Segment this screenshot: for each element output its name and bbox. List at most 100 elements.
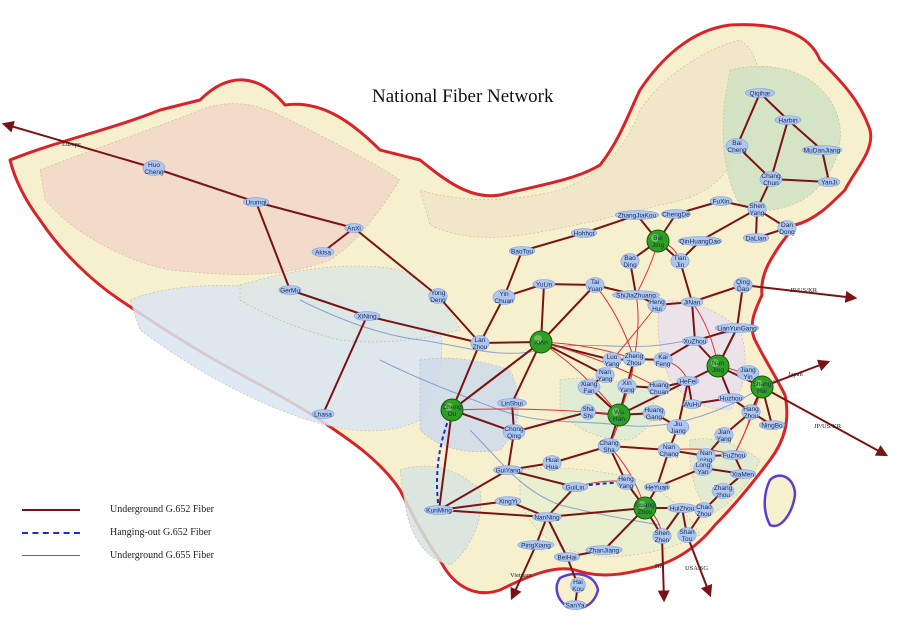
city-node-harbin[interactable]: Harbin bbox=[774, 115, 802, 125]
city-node-nanning[interactable]: NanNing bbox=[532, 512, 562, 522]
city-node-baotou[interactable]: BaoTou bbox=[508, 246, 536, 256]
city-node-xingyi[interactable]: XingYi bbox=[494, 496, 522, 506]
city-marker-hohhot bbox=[570, 228, 598, 238]
city-node-chengde[interactable]: ChengDe bbox=[661, 209, 691, 219]
city-label-nanyang-0: Nan bbox=[599, 369, 611, 376]
city-marker-beihai bbox=[553, 552, 581, 562]
city-marker-shijiazhuang bbox=[612, 290, 660, 300]
city-node-mudanjiang[interactable]: MuDanJiang bbox=[801, 145, 843, 155]
intl-link-hk bbox=[657, 535, 670, 603]
city-node-fuxin[interactable]: FuXin bbox=[709, 196, 733, 206]
city-label-nanchang-1: Chang bbox=[659, 451, 679, 458]
city-node-germu[interactable]: GerMu bbox=[278, 285, 302, 295]
city-node-lhasa[interactable]: Lhasa bbox=[311, 409, 335, 419]
city-marker-kunming bbox=[424, 505, 454, 515]
city-node-huizhou[interactable]: HuiZhou bbox=[667, 503, 697, 513]
city-node-qinhuangdao[interactable]: QinHuangDao bbox=[677, 236, 723, 246]
city-node-yulin[interactable]: YuLin bbox=[532, 279, 556, 289]
city-node-yanji[interactable]: YanJi bbox=[817, 177, 841, 187]
city-label-nanjing-0: Nan bbox=[712, 360, 724, 367]
city-marker-fuzhou bbox=[720, 450, 748, 460]
city-node-qiqihar[interactable]: Qiqihar bbox=[745, 88, 775, 98]
city-node-lianyungang[interactable]: LianYunGang bbox=[714, 323, 760, 333]
city-node-linshui[interactable]: LinShui bbox=[497, 398, 527, 408]
city-marker-xinyang bbox=[617, 378, 637, 394]
city-node-heyuan[interactable]: HeYuan bbox=[643, 482, 671, 492]
city-node-guiyang[interactable]: GuiYang bbox=[493, 465, 523, 475]
city-node-xiamen[interactable]: XiaMen bbox=[729, 469, 757, 479]
city-node-guilin[interactable]: GuiLin bbox=[561, 482, 589, 492]
hub-node-xian[interactable]: XiAn bbox=[529, 330, 553, 354]
city-node-zhangjiakou[interactable]: ZhangJiaKou bbox=[614, 210, 660, 220]
city-node-beihai[interactable]: BeiHai bbox=[553, 552, 581, 562]
fiber-link-g652-xining-lanzhou bbox=[366, 315, 481, 344]
city-marker-nanchang bbox=[657, 442, 681, 458]
city-node-zhanjiang[interactable]: ZhanJiang bbox=[585, 545, 623, 555]
city-node-ningbo[interactable]: NingBo bbox=[758, 420, 786, 430]
city-node-hohhot[interactable]: Hohhot bbox=[570, 228, 598, 238]
city-label-huangang-1: Gang bbox=[646, 414, 662, 421]
city-node-jinan[interactable]: JiNan bbox=[680, 297, 704, 307]
city-node-dalian[interactable]: DaLian bbox=[742, 233, 770, 243]
city-label-pingxiang-0: PingXiang bbox=[521, 542, 551, 549]
city-node-urumqi[interactable]: Urumqi bbox=[242, 197, 270, 207]
city-label-zhangzhou-0: Zhang bbox=[714, 485, 733, 492]
city-node-pingxiang[interactable]: PingXiang bbox=[517, 540, 555, 550]
city-node-xining[interactable]: XiNing bbox=[353, 311, 381, 321]
city-node-fuzhou[interactable]: FuZhou bbox=[720, 450, 748, 460]
city-node-akisa[interactable]: Akisa bbox=[311, 247, 335, 257]
city-node-xuzhou[interactable]: XuZhou bbox=[681, 336, 709, 346]
city-node-huzhou[interactable]: Huzhou bbox=[717, 393, 745, 403]
city-node-anxi[interactable]: AnXi bbox=[344, 223, 364, 233]
city-node-wuhu[interactable]: WuHu bbox=[682, 399, 702, 409]
city-node-hefei[interactable]: HeFei bbox=[676, 376, 700, 386]
city-label-baoding-0: Bao bbox=[624, 255, 636, 262]
city-node-kunming[interactable]: KunMing bbox=[424, 505, 454, 515]
city-node-shijiazhuang[interactable]: ShiJiaZhuang bbox=[612, 290, 660, 300]
city-node-sanya[interactable]: SanYa bbox=[563, 600, 587, 610]
